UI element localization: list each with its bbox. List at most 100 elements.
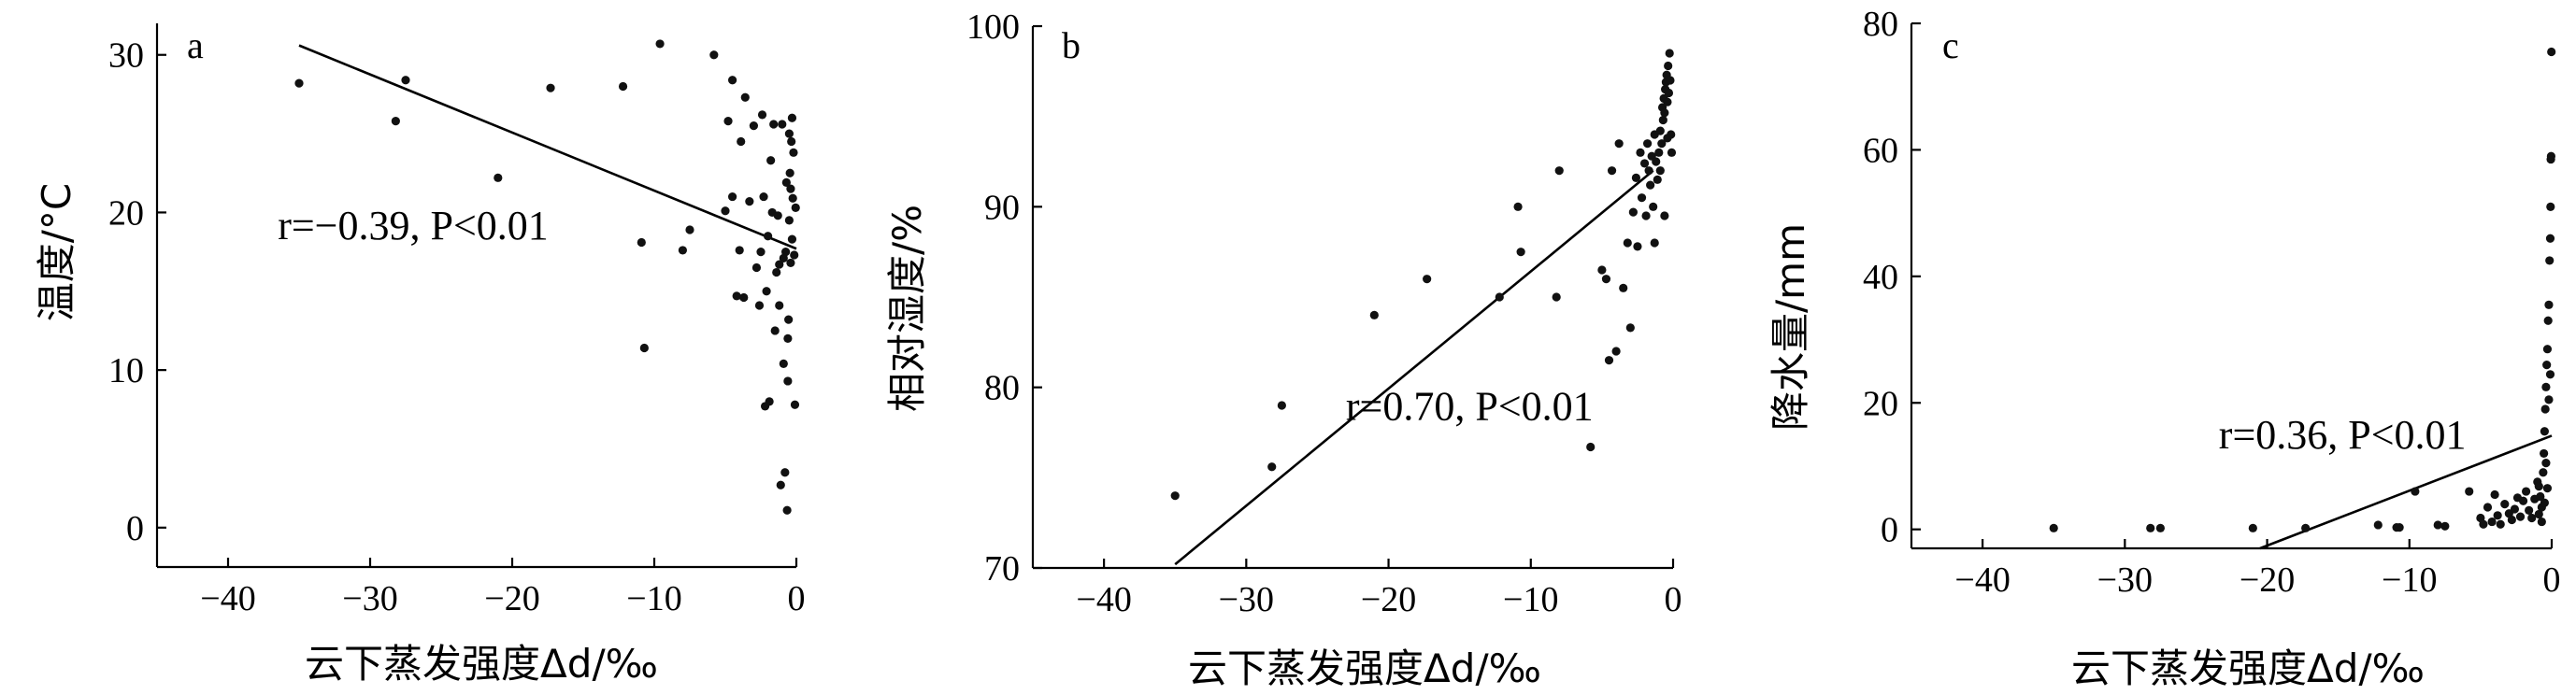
data-point [1277, 401, 1286, 410]
data-point [737, 136, 746, 147]
data-point [784, 129, 794, 138]
data-point [1644, 166, 1653, 176]
data-point [783, 376, 793, 386]
data-point [2487, 517, 2497, 527]
data-point [1650, 238, 1659, 248]
x-tick-label: −20 [2240, 560, 2295, 600]
data-point [2155, 523, 2165, 532]
data-point [1423, 275, 1432, 284]
data-point [2545, 234, 2555, 243]
data-point [1658, 115, 1667, 125]
panel-b: −40 −30 −20 −10 0 70 80 90 100 b 相对湿度/% 云下蒸发强度Δd… [884, 7, 1682, 691]
y-tick-label: 20 [1863, 384, 1898, 423]
data-point [780, 468, 790, 477]
y-tick-label: 70 [984, 549, 1020, 589]
data-point [637, 237, 646, 248]
data-point [2543, 316, 2553, 325]
data-point [1619, 283, 1628, 292]
data-point [2540, 427, 2549, 436]
regression-line [1174, 169, 1654, 566]
panel-a-ylabel: 温度/°C [34, 183, 79, 321]
data-point [2518, 496, 2528, 505]
data-point [1653, 175, 1662, 184]
data-point [1604, 356, 1614, 365]
data-point [1554, 166, 1564, 176]
data-point [1607, 166, 1617, 176]
data-point [789, 148, 798, 157]
data-point [790, 250, 799, 260]
y-tick-label: 10 [108, 351, 144, 390]
data-point [2507, 515, 2516, 525]
data-point [1663, 134, 1672, 143]
data-point [779, 253, 788, 262]
data-point [685, 225, 694, 234]
data-point [2540, 498, 2549, 507]
data-point [2539, 468, 2548, 477]
data-point [2515, 512, 2526, 521]
panel-c: −40 −30 −20 −10 0 0 20 40 60 80 c 降水量/mm 云下蒸发强度Δd… [1767, 5, 2561, 691]
x-tick-label: −10 [626, 579, 681, 618]
data-point [782, 505, 792, 515]
data-point [294, 78, 304, 88]
data-point [2527, 513, 2537, 523]
y-tick-label: 40 [1863, 258, 1898, 297]
data-point [1636, 148, 1645, 157]
data-point [2541, 458, 2551, 468]
data-point [2541, 382, 2551, 391]
panel-b-xlabel: 云下蒸发强度Δd/‰ [1188, 645, 1541, 691]
data-point [773, 211, 782, 220]
data-point [756, 248, 766, 257]
data-point [785, 168, 794, 177]
y-tick-label: 0 [1881, 511, 1898, 550]
panel-b-ylabel: 相对湿度/% [884, 205, 930, 412]
data-point [1267, 462, 1277, 472]
data-point [783, 333, 793, 343]
data-point [1170, 491, 1180, 501]
x-tick-label: −10 [2382, 560, 2437, 600]
data-point [2542, 361, 2552, 370]
data-point [709, 50, 719, 60]
data-point [770, 326, 780, 335]
data-point [1665, 49, 1674, 58]
data-point [2395, 523, 2404, 532]
data-point [766, 156, 776, 165]
data-point [776, 480, 785, 489]
data-point [639, 343, 649, 353]
y-tick-label: 20 [108, 193, 144, 233]
data-point [762, 287, 771, 296]
data-point [1601, 275, 1611, 284]
data-point [1552, 292, 1561, 302]
data-point [2301, 523, 2311, 532]
data-point [2248, 523, 2257, 532]
panel-c-ylabel: 降水量/mm [1767, 223, 1813, 431]
data-point [2545, 256, 2555, 265]
data-point [2510, 504, 2520, 514]
x-tick-label: −30 [1219, 580, 1274, 619]
data-point [764, 232, 773, 241]
data-point [2544, 300, 2554, 309]
data-point [787, 113, 797, 122]
data-point [494, 173, 503, 182]
data-point [2534, 509, 2543, 519]
panel-a-annotation: r=−0.39, P<0.01 [278, 203, 549, 248]
data-point [1660, 211, 1669, 220]
data-point [778, 120, 787, 129]
data-point [1664, 88, 1674, 98]
data-point [2540, 404, 2550, 414]
data-point [749, 121, 759, 131]
data-point [721, 206, 730, 216]
data-point [2465, 487, 2474, 496]
x-tick-label: 0 [788, 579, 806, 618]
x-tick-label: −20 [484, 579, 539, 618]
data-point [655, 39, 665, 49]
data-point [2440, 521, 2450, 531]
panel-c-xlabel: 云下蒸发强度Δd/‰ [2071, 645, 2425, 691]
panel-c-annotation: r=0.36, P<0.01 [2219, 412, 2467, 458]
data-point [1663, 97, 1672, 106]
data-point [791, 203, 800, 212]
y-tick-label: 100 [966, 7, 1020, 47]
y-tick-label: 80 [1863, 5, 1898, 44]
data-point [401, 76, 410, 85]
